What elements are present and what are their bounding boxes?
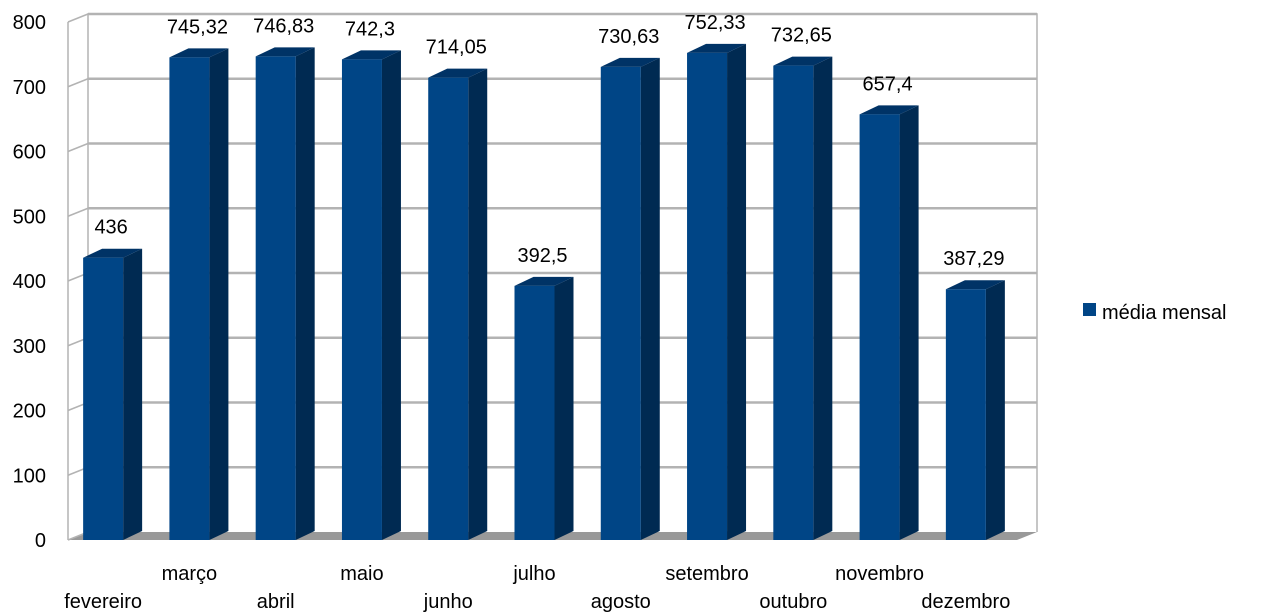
x-tick-label: maio [340,563,383,585]
bar-side [813,56,833,540]
bar-side [899,105,919,541]
bar-top [600,57,660,67]
data-label: 745,32 [167,16,228,38]
data-label: 392,5 [517,245,567,267]
bar-top [687,43,747,53]
x-tick-label: setembro [665,563,748,585]
bar-front [687,52,728,540]
y-tick-label: 600 [13,142,46,164]
bar-front [600,66,641,540]
bar-side [209,48,229,540]
bar-side [123,248,143,540]
bar-side [640,57,660,540]
data-label: 732,65 [771,25,832,47]
data-label: 714,05 [426,37,487,59]
bar [169,48,229,540]
x-axis: fevereiro março abril maio junho julho agostos… [64,563,1010,613]
x-tick-label: julho [512,563,555,585]
bar-top [514,276,574,286]
x-tick-label: novembro [835,563,924,585]
data-labels: 436 745,32 746,83 742,3 714,05 392,5 730,63 752… [94,12,1004,270]
y-tick-label: 100 [13,465,46,487]
x-tick-label: fevereiro [64,591,142,613]
legend: média mensal [1083,302,1227,324]
bar [341,50,401,540]
bar-top [773,56,833,66]
bar-front [83,257,124,540]
bar-front [773,65,814,540]
bar-front [514,285,555,540]
bar-top [428,68,488,78]
bar-front [169,57,210,540]
y-tick-label: 500 [13,206,46,228]
x-tick-label: outubro [759,591,827,613]
bars [83,43,1005,541]
data-label: 730,63 [598,26,659,48]
bar-top [945,280,1005,290]
y-tick-label: 200 [13,401,46,423]
bar-top [255,47,315,57]
bar-front [859,114,900,541]
bar [773,56,833,540]
bar-side [985,280,1005,540]
y-tick-label: 700 [13,77,46,99]
y-tick-label: 800 [13,12,46,34]
bar-side [468,68,488,541]
bar [255,47,315,540]
bar [945,280,1005,540]
y-axis: 0 100 200 300 400 500 600 700 800 [13,12,69,552]
bar [514,276,574,540]
bar-front [945,289,986,540]
bar-top [169,48,229,58]
bar [428,68,488,541]
data-label: 436 [94,217,127,239]
bar-top [341,50,401,60]
grid-diagonal [67,142,89,153]
bar-front [428,77,469,541]
data-label: 746,83 [253,15,314,37]
legend-label: média mensal [1102,302,1227,324]
bar-side [381,50,401,540]
bar-top [83,248,143,258]
bar-side [727,43,747,540]
y-tick-label: 0 [35,530,46,552]
bar-front [255,56,296,540]
grid-diagonal [67,78,89,88]
bar-side [554,276,574,540]
grid-diagonal [67,13,89,23]
bar [687,43,747,540]
x-tick-label: junho [423,591,473,613]
bar [859,105,919,541]
x-tick-label: agosto [591,591,651,613]
bar-top [859,105,919,115]
grid-diagonal [67,207,89,217]
bar-side [295,47,315,540]
x-tick-label: março [162,563,218,585]
bar-front [341,59,382,540]
data-label: 387,29 [943,248,1004,270]
data-label: 752,33 [684,12,745,34]
bar [600,57,660,540]
y-tick-label: 400 [13,271,46,293]
y-tick-label: 300 [13,336,46,358]
x-tick-label: abril [257,591,295,613]
legend-swatch [1083,303,1096,316]
data-label: 742,3 [345,18,395,40]
data-label: 657,4 [863,73,913,95]
x-tick-label: dezembro [921,591,1010,613]
bar [83,248,143,540]
